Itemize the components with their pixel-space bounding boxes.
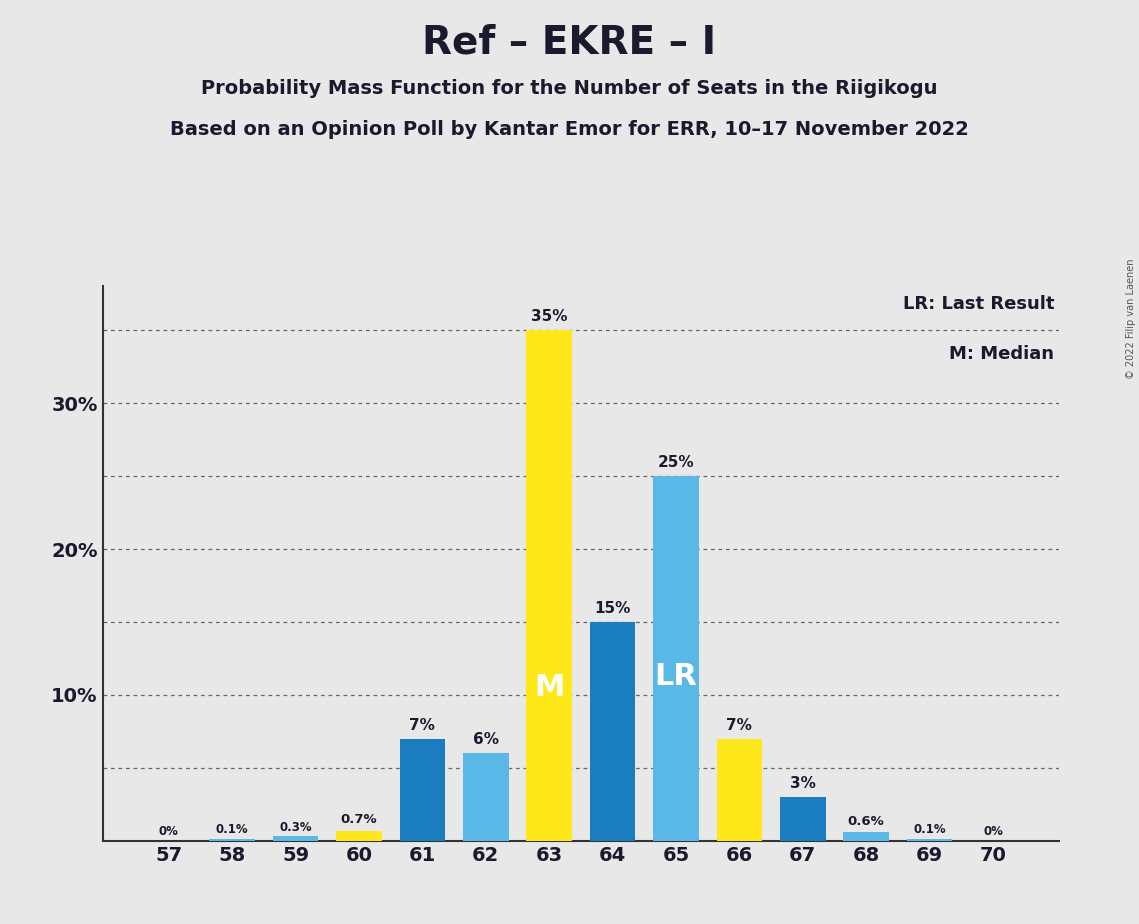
Text: M: M — [534, 674, 565, 702]
Bar — [780, 797, 826, 841]
Bar — [462, 753, 509, 841]
Bar — [526, 330, 572, 841]
Text: 15%: 15% — [595, 602, 631, 616]
Text: 0.7%: 0.7% — [341, 813, 377, 826]
Text: © 2022 Filip van Laenen: © 2022 Filip van Laenen — [1126, 259, 1136, 379]
Text: 0%: 0% — [158, 825, 179, 838]
Text: Ref – EKRE – I: Ref – EKRE – I — [423, 23, 716, 61]
Text: 25%: 25% — [657, 456, 695, 470]
Text: 6%: 6% — [473, 733, 499, 748]
Bar — [210, 839, 255, 841]
Bar — [590, 622, 636, 841]
Text: 0.1%: 0.1% — [913, 823, 945, 836]
Text: LR: Last Result: LR: Last Result — [903, 295, 1055, 312]
Bar — [907, 839, 952, 841]
Text: 7%: 7% — [409, 718, 435, 733]
Text: 0.6%: 0.6% — [847, 815, 885, 828]
Bar — [400, 738, 445, 841]
Bar — [653, 476, 699, 841]
Bar — [272, 836, 319, 841]
Text: 0.1%: 0.1% — [216, 823, 248, 836]
Text: Based on an Opinion Poll by Kantar Emor for ERR, 10–17 November 2022: Based on an Opinion Poll by Kantar Emor … — [170, 120, 969, 140]
Text: 0%: 0% — [983, 825, 1003, 838]
Text: LR: LR — [655, 663, 697, 691]
Text: 0.3%: 0.3% — [279, 821, 312, 833]
Text: 3%: 3% — [789, 776, 816, 791]
Text: Probability Mass Function for the Number of Seats in the Riigikogu: Probability Mass Function for the Number… — [202, 79, 937, 98]
Bar — [336, 831, 382, 841]
Text: M: Median: M: Median — [950, 345, 1055, 362]
Bar — [843, 833, 890, 841]
Bar — [716, 738, 762, 841]
Text: 7%: 7% — [727, 718, 753, 733]
Text: 35%: 35% — [531, 310, 567, 324]
